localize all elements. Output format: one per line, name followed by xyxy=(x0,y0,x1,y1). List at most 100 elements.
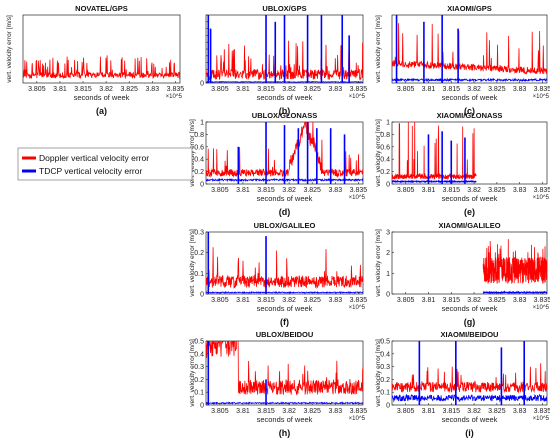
chart-panel-3: 3.805 3.81 3.815 3.82 3.825 3.83 3.835 XIAOMI/G… xyxy=(375,4,550,116)
y-tick-label: 0.2 xyxy=(194,169,204,176)
x-tick-label: 3.835 xyxy=(534,86,550,93)
x-multiplier: ×10^5 xyxy=(349,416,366,422)
x-tick-label: 3.805 xyxy=(397,187,415,194)
y-tick-label: 0.6 xyxy=(194,144,204,151)
x-tick-label: 3.825 xyxy=(488,297,506,304)
x-tick-label: 3.81 xyxy=(236,187,250,194)
x-tick-label: 3.82 xyxy=(282,297,296,304)
y-tick-label: 0.2 xyxy=(194,250,204,257)
x-tick-label: 3.83 xyxy=(513,86,527,93)
x-tick-label: 3.805 xyxy=(397,297,415,304)
chart-title: XIAOMI/GLONASS xyxy=(437,111,503,120)
x-axis-label: seconds of week xyxy=(442,304,498,313)
x-tick-label: 3.835 xyxy=(350,187,368,194)
y-tick-label: 3 xyxy=(386,230,390,237)
x-tick-label: 3.81 xyxy=(236,297,250,304)
series-line-doppler xyxy=(23,55,180,80)
x-multiplier: ×10^5 xyxy=(349,195,366,201)
x-tick-label: 3.835 xyxy=(350,297,368,304)
legend-item-label: TDCP vertical velocity error xyxy=(39,166,142,176)
x-axis-label: seconds of week xyxy=(257,415,313,424)
y-tick-label: 0.2 xyxy=(380,169,390,176)
chart-title: UBLOX/GALILEO xyxy=(254,221,316,230)
x-tick-label: 3.83 xyxy=(513,408,527,415)
chart-title: UBLOX/GLONASS xyxy=(252,111,317,120)
x-tick-label: 3.815 xyxy=(442,408,460,415)
y-tick-label: 0 xyxy=(200,81,204,88)
panel-letter: (e) xyxy=(464,207,475,217)
x-tick-label: 3.805 xyxy=(211,408,229,415)
x-tick-label: 3.825 xyxy=(303,297,321,304)
legend-item-label: Doppler vertical velocity error xyxy=(39,153,149,163)
chart-panel-5: 3.805 3.81 3.815 3.82 3.825 3.83 3.835 0 0.2 0.4 0… xyxy=(375,111,550,217)
x-tick-label: 3.815 xyxy=(442,86,460,93)
y-tick-label: 0 xyxy=(200,182,204,189)
y-tick-label: 0 xyxy=(200,292,204,299)
x-tick-label: 3.82 xyxy=(467,187,481,194)
chart-panel-4: 3.805 3.81 3.815 3.82 3.825 3.83 3.835 0 0.2 0.4 0… xyxy=(189,111,367,217)
x-tick-label: 3.835 xyxy=(167,86,185,93)
chart-panel-7: 3.805 3.81 3.815 3.82 3.825 3.83 3.835 0 1 2 3 XIAO… xyxy=(375,221,550,327)
x-tick-label: 3.82 xyxy=(467,408,481,415)
y-tick-label: 0 xyxy=(386,182,390,189)
y-tick-label: 0.3 xyxy=(194,364,204,371)
series-line-tdcp xyxy=(392,77,547,83)
x-tick-label: 3.815 xyxy=(257,408,275,415)
x-tick-label: 3.825 xyxy=(303,86,321,93)
series-group xyxy=(23,55,180,80)
series-group xyxy=(392,122,477,184)
x-tick-label: 3.815 xyxy=(442,297,460,304)
chart-panel-6: 3.805 3.81 3.815 3.82 3.825 3.83 3.835 0 0.1 0.2 0… xyxy=(189,221,367,327)
panel-letter: (d) xyxy=(279,207,291,217)
y-tick-label: 0.5 xyxy=(194,339,204,346)
x-tick-label: 3.835 xyxy=(350,86,368,93)
x-tick-label: 3.825 xyxy=(488,408,506,415)
x-tick-label: 3.835 xyxy=(350,408,368,415)
plot-area xyxy=(391,231,548,295)
x-tick-label: 3.81 xyxy=(422,86,436,93)
chart-panel-2: 3.805 3.81 3.815 3.82 3.825 3.83 3.835 0 UBLOX/G… xyxy=(200,4,367,116)
series-group xyxy=(392,341,547,405)
y-axis-label: vert. velocity error [m/s] xyxy=(375,339,382,407)
chart-panel-8: 3.805 3.81 3.815 3.82 3.825 3.83 3.835 0 0.1 0.2 0… xyxy=(189,330,367,438)
x-tick-label: 3.805 xyxy=(211,297,229,304)
y-tick-label: 0.6 xyxy=(380,144,390,151)
y-tick-label: 0.4 xyxy=(380,157,390,164)
x-multiplier: ×10^5 xyxy=(533,94,550,100)
series-group xyxy=(206,122,363,184)
y-tick-label: 0.1 xyxy=(194,271,204,278)
chart-title: NOVATEL/GPS xyxy=(75,4,128,13)
x-tick-label: 3.805 xyxy=(211,187,229,194)
x-tick-label: 3.83 xyxy=(328,187,342,194)
legend-box xyxy=(17,147,193,181)
x-multiplier: ×10^5 xyxy=(533,195,550,201)
chart-panel-1: 3.805 3.81 3.815 3.82 3.825 3.83 3.835 NOVATEL/… xyxy=(6,4,184,116)
y-tick-label: 0.8 xyxy=(380,132,390,139)
series-line-tdcp xyxy=(392,179,477,184)
x-tick-label: 3.81 xyxy=(236,408,250,415)
series-group xyxy=(206,232,363,294)
x-tick-label: 3.81 xyxy=(422,408,436,415)
panel-letter: (i) xyxy=(465,428,474,438)
y-tick-label: 0 xyxy=(200,403,204,410)
x-tick-label: 3.815 xyxy=(74,86,92,93)
panel-letter: (h) xyxy=(279,428,291,438)
chart-title: XIAOMI/GALILEO xyxy=(438,221,500,230)
x-multiplier: ×10^5 xyxy=(533,305,550,311)
series-line-doppler xyxy=(482,239,547,284)
series-group xyxy=(206,341,363,405)
series-line-doppler xyxy=(392,122,477,181)
y-tick-label: 2 xyxy=(386,250,390,257)
x-multiplier: ×10^5 xyxy=(166,94,183,100)
panel-letter: (g) xyxy=(464,317,476,327)
y-tick-label: 0.4 xyxy=(194,351,204,358)
x-tick-label: 3.825 xyxy=(488,187,506,194)
series-line-tdcp xyxy=(392,393,547,403)
y-axis-label: vert. velocity error [m/s] xyxy=(189,339,196,407)
x-tick-label: 3.83 xyxy=(145,86,159,93)
x-tick-label: 3.83 xyxy=(328,86,342,93)
x-tick-label: 3.835 xyxy=(534,297,550,304)
y-tick-label: 0 xyxy=(386,292,390,299)
series-line-doppler xyxy=(392,363,547,394)
x-tick-label: 3.805 xyxy=(397,408,415,415)
